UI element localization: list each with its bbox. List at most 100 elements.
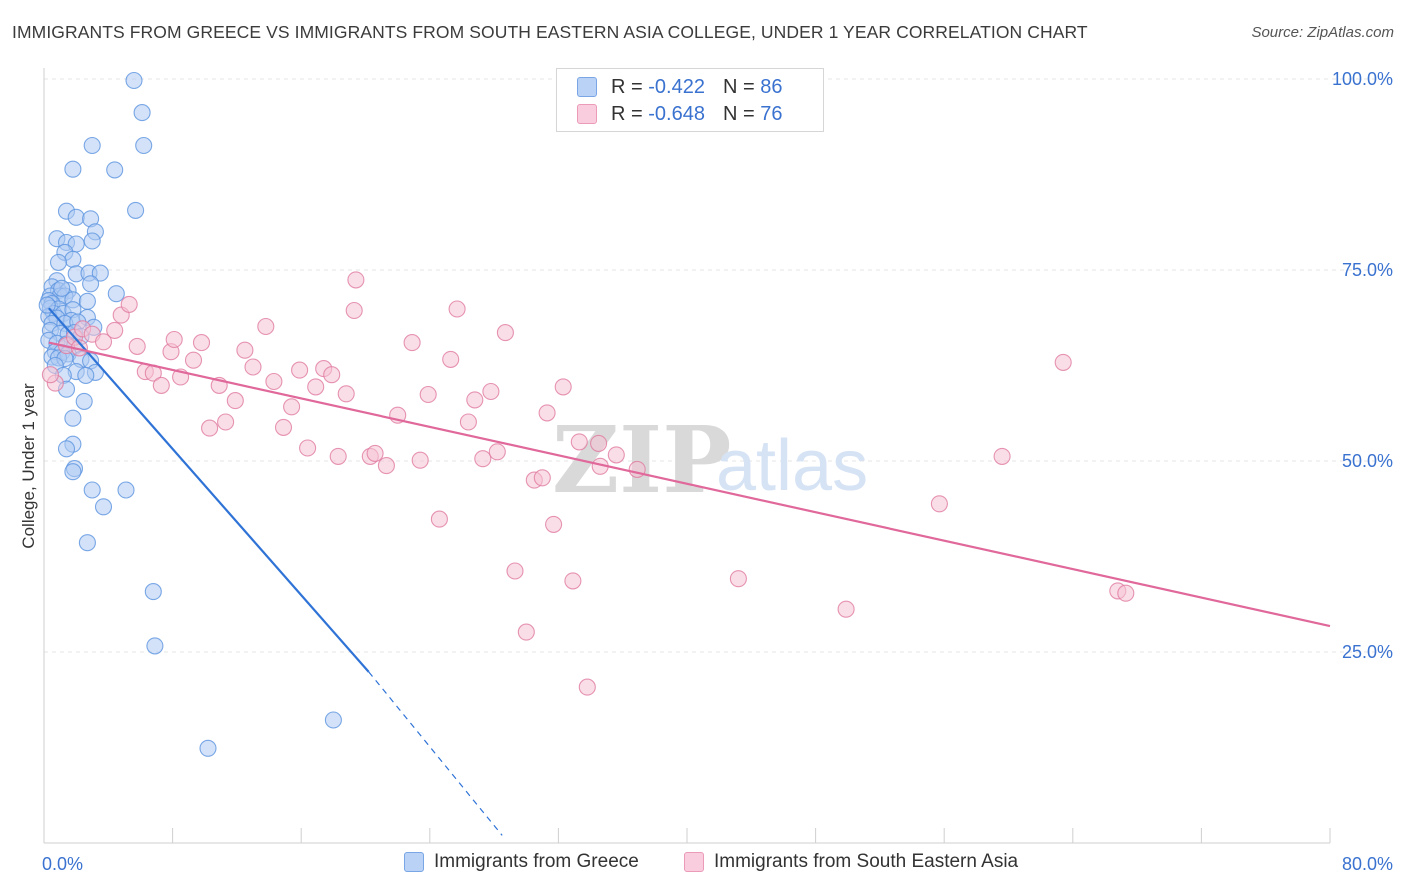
- greece-point: [83, 481, 101, 499]
- legend-n-label: N =: [722, 102, 755, 125]
- legend-n-value-sea: 76: [760, 102, 783, 125]
- greece-point: [107, 285, 125, 303]
- bottom-legend-label-greece: Immigrants from Greece: [434, 851, 639, 872]
- sea-point: [1054, 353, 1072, 371]
- sea-point: [545, 515, 563, 533]
- legend-r-label: R =: [611, 75, 643, 98]
- sea-point: [466, 391, 484, 409]
- x-tick-label-min: 0.0%: [42, 854, 83, 874]
- greece-point: [324, 711, 342, 729]
- y-tick-label: 25.0%: [1342, 642, 1393, 662]
- legend-r-value-sea: -0.648: [648, 102, 705, 125]
- sea-point: [729, 570, 747, 588]
- legend-r-value-greece: -0.422: [648, 75, 705, 98]
- legend-n-label: N =: [722, 75, 755, 98]
- sea-point: [265, 372, 283, 391]
- sea-point: [329, 447, 347, 465]
- sea-point: [419, 385, 437, 404]
- greece-point: [135, 136, 153, 155]
- sea-point: [366, 444, 384, 462]
- greece-point: [117, 481, 135, 499]
- sea-point: [120, 295, 138, 313]
- greece-point: [53, 279, 71, 297]
- legend-n-value-greece: 86: [760, 75, 783, 98]
- sea-point: [993, 447, 1011, 465]
- sea-point: [430, 510, 448, 528]
- y-tick-label: 50.0%: [1342, 451, 1393, 471]
- sea-point: [192, 334, 211, 352]
- axes: [43, 68, 1331, 844]
- sea-point: [345, 301, 363, 320]
- sea-point: [506, 562, 524, 580]
- sea-point: [488, 443, 506, 461]
- sea-point: [607, 446, 625, 464]
- greece-point: [199, 739, 217, 757]
- sea-point: [94, 333, 113, 351]
- greece-point: [94, 498, 113, 516]
- bottom-legend-swatch-greece: [404, 852, 424, 872]
- sea-point: [184, 351, 203, 369]
- greece-point: [64, 250, 82, 268]
- watermark-atlas: atlas: [716, 426, 868, 506]
- greece-point: [78, 292, 96, 310]
- stats-legend: R = -0.422 N = 86 R = -0.648 N = 76: [556, 68, 824, 132]
- series-sea-points: [41, 271, 1135, 696]
- sea-point: [165, 330, 183, 349]
- greece-point: [78, 534, 96, 552]
- sea-point: [411, 451, 429, 469]
- greece-point: [125, 71, 143, 90]
- sea-point: [474, 450, 492, 468]
- sea-point: [244, 358, 262, 376]
- series-greece-points: [38, 71, 342, 757]
- greece-point: [75, 392, 93, 410]
- sea-point: [274, 418, 293, 436]
- sea-point: [554, 378, 572, 396]
- legend-swatch-sea: [577, 104, 597, 124]
- sea-point: [226, 392, 244, 410]
- sea-point: [403, 334, 421, 352]
- greece-point: [49, 253, 68, 271]
- greece-point: [64, 160, 82, 178]
- sea-point: [517, 623, 535, 641]
- greece-trend-extension: [368, 671, 503, 836]
- greece-point: [64, 409, 82, 427]
- sea-point: [41, 366, 59, 384]
- sea-point: [496, 324, 514, 342]
- sea-point: [128, 337, 146, 355]
- sea-point: [1117, 584, 1135, 602]
- sea-point: [323, 366, 341, 384]
- greece-point: [82, 275, 100, 293]
- greece-point: [144, 583, 162, 601]
- greece-point: [57, 440, 76, 458]
- sea-point: [837, 600, 855, 618]
- tick-labels: 25.0% 50.0% 75.0% 100.0% 0.0% 80.0% College, U…: [19, 69, 1393, 874]
- sea-point: [347, 271, 365, 289]
- chart-title: IMMIGRANTS FROM GREECE VS IMMIGRANTS FRO…: [12, 22, 1088, 42]
- bottom-legend-label-sea: Immigrants from South Eastern Asia: [714, 851, 1019, 872]
- bottom-legend-sea: Immigrants from South Eastern Asia: [684, 851, 1018, 873]
- sea-point: [291, 361, 309, 379]
- greece-point: [38, 296, 56, 314]
- sea-trend-line: [48, 341, 1331, 628]
- sea-point: [307, 378, 325, 396]
- y-tick-label: 100.0%: [1332, 69, 1393, 89]
- sea-point: [106, 321, 124, 339]
- greece-point: [91, 264, 109, 282]
- legend-swatch-greece: [577, 77, 597, 97]
- sea-point: [590, 434, 608, 452]
- trend-lines: [47, 307, 1331, 836]
- sea-point: [533, 469, 551, 487]
- legend-r-label: R =: [611, 102, 643, 125]
- sea-point: [217, 413, 235, 431]
- greece-point: [127, 201, 145, 219]
- sea-point: [377, 457, 395, 475]
- sea-point: [442, 350, 460, 368]
- y-axis-label: College, Under 1 year: [19, 383, 38, 549]
- sea-point: [299, 439, 317, 457]
- sea-point: [930, 495, 948, 513]
- bottom-legend-greece: Immigrants from Greece: [404, 851, 639, 873]
- source-label: Source: ZipAtlas.com: [1251, 24, 1394, 41]
- sea-point: [459, 413, 477, 431]
